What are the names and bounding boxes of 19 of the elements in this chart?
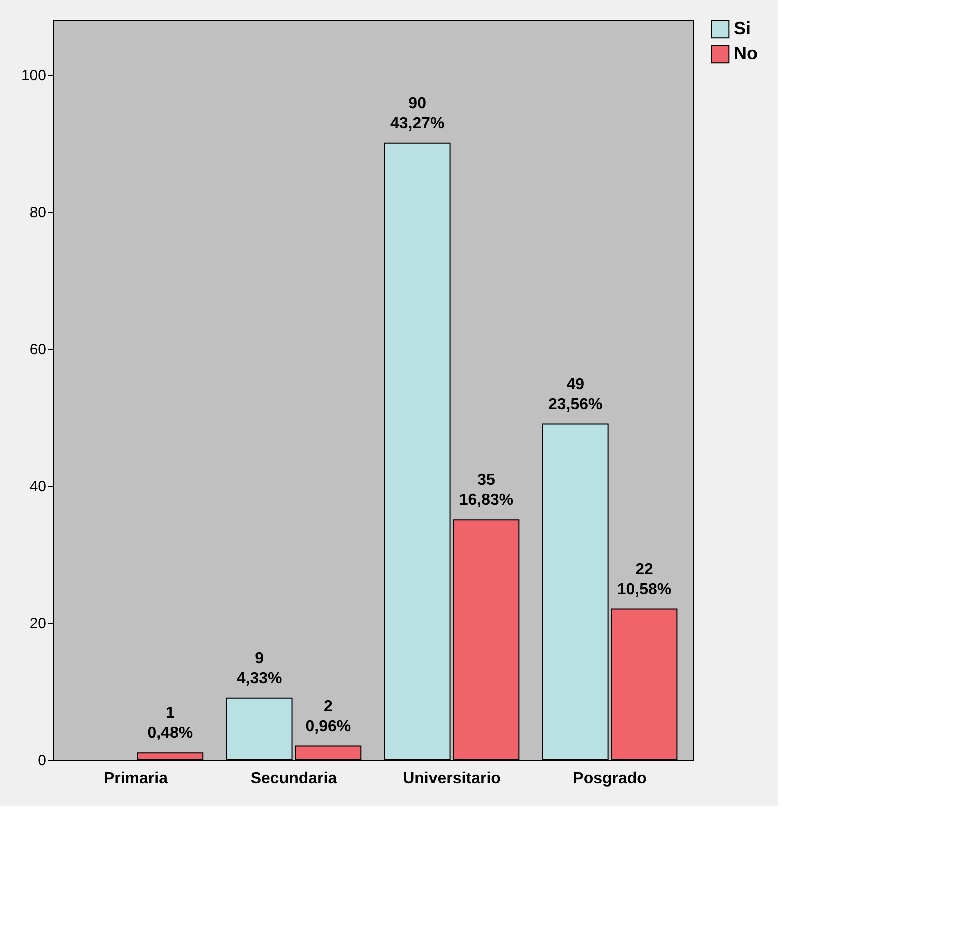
y-tick-label: 20 [30, 615, 46, 632]
legend-label: No [734, 44, 758, 64]
data-label: 35 16,83% [459, 472, 514, 510]
x-tick-label: Universitario [403, 770, 502, 788]
data-label: 1 0,48% [148, 705, 194, 742]
x-tick-label: Secundaria [250, 770, 338, 788]
y-tick-label: 0 [38, 752, 46, 770]
y-tick-label: 80 [30, 204, 46, 222]
data-label: 2 0,96% [306, 698, 352, 736]
data-label: 22 10,58% [617, 561, 672, 598]
y-tick-label: 60 [30, 341, 46, 358]
data-label: 9 4,33% [236, 650, 282, 688]
data-label: 49 23,56% [548, 376, 603, 414]
data-label: 90 43,27% [390, 95, 445, 132]
x-tick-label: Posgrado [573, 770, 648, 788]
y-tick-label: 40 [30, 478, 46, 496]
x-tick-label: Primaria [104, 770, 168, 788]
y-tick-label: 100 [21, 67, 46, 84]
legend-label: Si [734, 18, 752, 38]
